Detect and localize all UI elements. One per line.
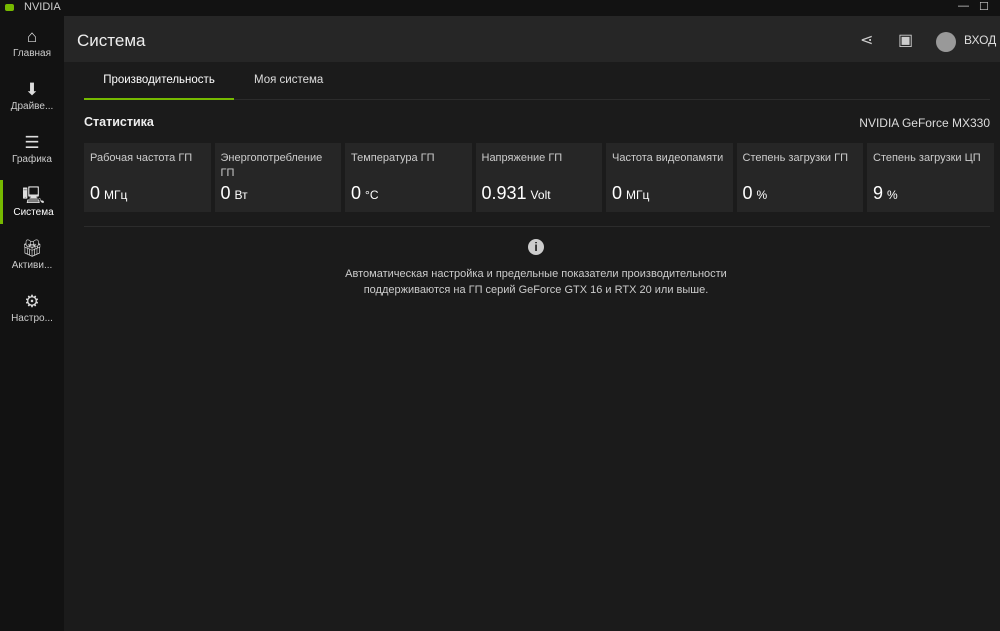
gpu-name: NVIDIA GeForce MX330 xyxy=(859,116,990,130)
stat-unit: % xyxy=(887,188,898,202)
stat-label: Рабочая частота ГП xyxy=(90,152,193,164)
gift-icon: 🎁︎ xyxy=(21,239,43,258)
stat-unit: % xyxy=(756,188,768,202)
stat-value: 0 xyxy=(220,183,231,203)
sidebar-item-label: Настро... xyxy=(11,313,53,324)
sidebar-item-activities[interactable]: 🎁︎ Активи... xyxy=(0,238,64,290)
divider xyxy=(84,226,990,227)
stat-card: Температура ГП 0 °C xyxy=(345,143,472,212)
maximize-button[interactable]: ☐ xyxy=(979,1,989,13)
sidebar-item-label: Система xyxy=(13,207,54,218)
sidebar-item-drivers[interactable]: ⬇ Драйве... xyxy=(0,79,64,131)
sidebar-item-label: Главная xyxy=(12,48,52,59)
stat-card: Частота видеопамяти 0 МГц xyxy=(606,143,733,212)
stat-label: Частота видеопамяти xyxy=(612,152,724,164)
sidebar-item-label: Графика xyxy=(12,154,52,165)
home-icon: ⌂ xyxy=(26,27,38,46)
stat-label: Температура ГП xyxy=(351,152,435,164)
header: Система ⋖ ▣ ВХОД xyxy=(64,16,1000,62)
title-bar: NVIDIA — ☐ xyxy=(0,0,1000,16)
info-message: Автоматическая настройка и предельные по… xyxy=(345,268,727,296)
sidebar-item-graphics[interactable]: ☰ Графика xyxy=(0,132,64,184)
stat-value: 9 xyxy=(873,183,884,203)
stat-label: Степень загрузки ГП xyxy=(742,152,849,164)
stat-card: Степень загрузки ГП 0% xyxy=(736,143,863,212)
sliders-icon: ☰ xyxy=(24,133,40,152)
app-title: NVIDIA xyxy=(24,1,61,13)
sidebar-item-label: Активи... xyxy=(11,260,53,271)
section-title: Статистика xyxy=(84,115,154,129)
stat-label: Напряжение ГП xyxy=(481,152,563,164)
stat-card: Энергопотребление ГП 0 Вт xyxy=(214,143,341,212)
stat-label: Степень загрузки ЦП xyxy=(873,152,981,164)
stat-cards: Рабочая частота ГП 0 МГц Энергопотребление… xyxy=(84,143,994,212)
system-icon: 🖳 xyxy=(22,186,45,205)
sidebar-item-system[interactable]: 🖳 Система xyxy=(0,180,64,224)
info-icon: i xyxy=(528,239,544,255)
tab-performance[interactable]: Производительность xyxy=(84,74,234,100)
tab-my-system[interactable]: Моя система xyxy=(254,74,324,86)
avatar[interactable] xyxy=(936,32,956,52)
stat-label: Энергопотребление ГП xyxy=(220,152,323,179)
gear-icon: ⚙ xyxy=(24,292,40,311)
stat-card: Напряжение ГП 0.931 Volt xyxy=(475,143,602,212)
sidebar-item-home[interactable]: ⌂ Главная xyxy=(0,26,64,78)
stat-unit: °C xyxy=(365,188,379,202)
stat-card: Степень загрузки ЦП 9% xyxy=(867,143,994,212)
stat-card: Рабочая частота ГП 0 МГц xyxy=(84,143,211,212)
page-title: Система xyxy=(77,31,146,50)
stat-unit: МГц xyxy=(626,188,650,202)
sidebar-item-settings[interactable]: ⚙ Настро... xyxy=(0,291,64,343)
stat-value: 0 xyxy=(612,183,623,203)
nvidia-logo-icon xyxy=(5,4,14,11)
stat-unit: Volt xyxy=(530,188,551,202)
feedback-icon[interactable]: ▣ xyxy=(898,32,914,49)
minimize-button[interactable]: — xyxy=(958,0,969,12)
stat-value: 0 xyxy=(351,183,362,203)
sidebar-item-label: Драйве... xyxy=(10,101,54,112)
sidebar: ⌂ Главная ⬇ Драйве... ☰ Графика 🖳 Система 🎁︎… xyxy=(0,16,64,631)
stat-value: 0.931 xyxy=(481,183,527,203)
stat-value: 0 xyxy=(742,183,753,203)
stat-value: 0 xyxy=(90,183,101,203)
login-button[interactable]: ВХОД xyxy=(964,33,997,47)
stat-unit: Вт xyxy=(234,188,248,202)
share-icon[interactable]: ⋖ xyxy=(860,32,874,49)
download-icon: ⬇ xyxy=(24,80,40,99)
tabs: Производительность Моя система xyxy=(84,62,990,100)
stat-unit: МГц xyxy=(104,188,128,202)
